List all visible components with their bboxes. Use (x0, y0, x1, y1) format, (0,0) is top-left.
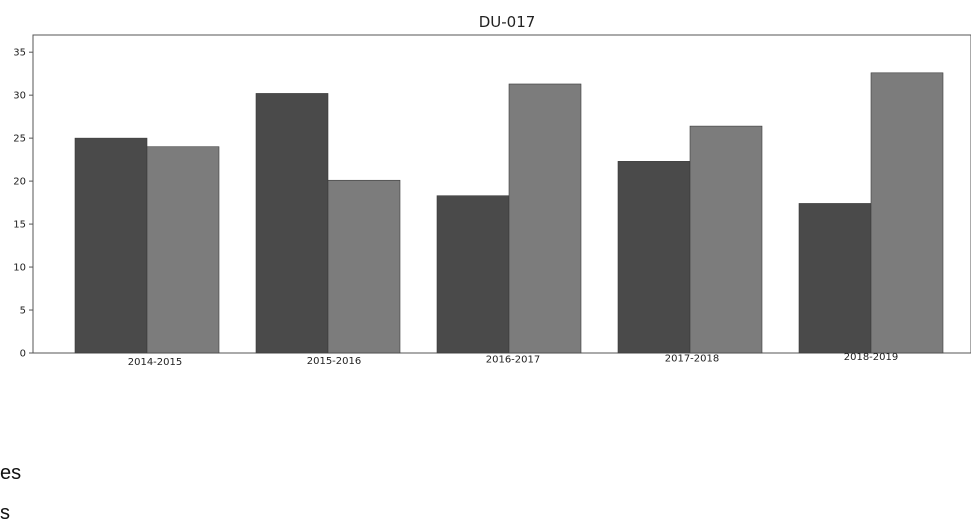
bar-2017-2018-series-2 (689, 125, 763, 354)
x-tick-label-2016-2017: 2016-2017 (486, 355, 541, 366)
y-tick-label-4: 20 (13, 177, 26, 188)
x-tick-label-2018-2019: 2018-2019 (844, 352, 899, 363)
x-tick-label-2015-2016: 2015-2016 (307, 356, 362, 367)
y-tick-label-6: 30 (13, 91, 26, 102)
bar-2015-2016-series-2 (327, 179, 401, 354)
y-tick-label-3: 15 (13, 220, 26, 231)
y-tick-label-0: 0 (20, 349, 26, 360)
y-tick-label-7: 35 (13, 48, 26, 59)
bar-2015-2016-series-1 (255, 93, 329, 354)
y-axis: 0 5 10 15 20 25 30 35 (13, 48, 33, 360)
bar-2018-2019-series-1 (798, 203, 872, 354)
bar-2016-2017-series-2 (508, 83, 582, 354)
bars (74, 72, 944, 354)
bar-2014-2015-series-2 (146, 146, 220, 354)
page-fragment-1: es (0, 462, 22, 484)
y-tick-label-5: 25 (13, 134, 26, 145)
bar-2017-2018-series-1 (617, 161, 691, 354)
x-tick-label-2017-2018: 2017-2018 (665, 353, 720, 364)
bar-2018-2019-series-2 (870, 72, 944, 354)
bar-2016-2017-series-1 (436, 195, 510, 354)
chart-title: DU-017 (479, 13, 536, 31)
x-axis: 2014-2015 2015-2016 2016-2017 2017-2018 2018… (128, 352, 899, 368)
bar-2014-2015-series-1 (74, 137, 148, 354)
y-tick-label-2: 10 (13, 263, 26, 274)
y-tick-label-1: 5 (20, 306, 26, 317)
page-fragment-2: s (0, 502, 10, 524)
x-tick-label-2014-2015: 2014-2015 (128, 357, 183, 368)
